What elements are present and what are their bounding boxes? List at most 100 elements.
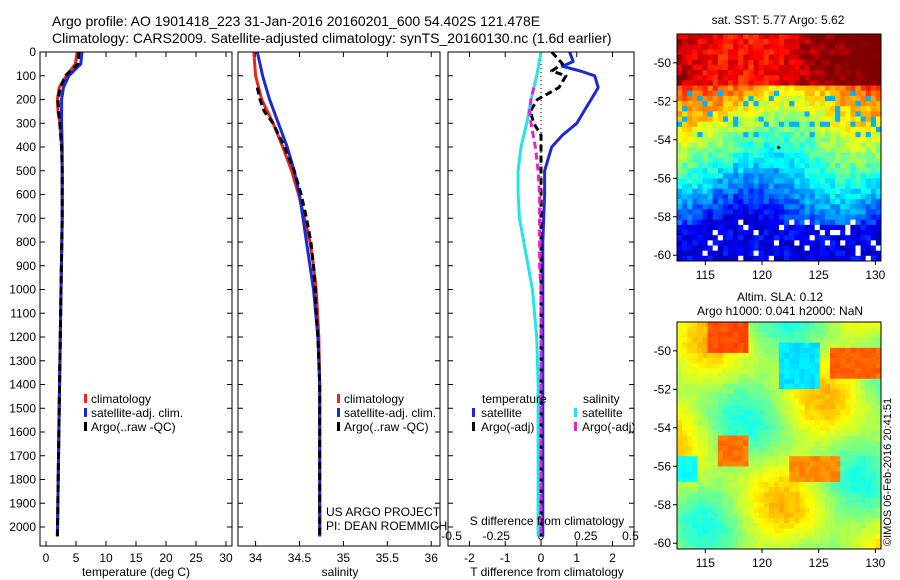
heatmap-cell [804, 126, 811, 133]
heatmap-cell [712, 378, 719, 385]
heatmap-cell [692, 54, 698, 61]
heatmap-cell [743, 245, 749, 252]
heatmap-cell [707, 512, 714, 519]
heatmap-cell [809, 188, 816, 195]
heatmap-cell [855, 90, 862, 97]
series-climatology [252, 52, 322, 537]
heatmap-cell [763, 409, 770, 416]
heatmap-cell [779, 111, 785, 118]
heatmap-cell [784, 363, 790, 370]
heatmap-cell [794, 132, 800, 138]
heatmap-cell [870, 64, 877, 71]
heatmap-cell [840, 445, 846, 452]
heatmap-cell [850, 188, 857, 195]
heatmap-cell [768, 435, 775, 442]
heatmap-cell [748, 101, 755, 107]
heatmap-cell [738, 39, 744, 45]
heatmap-cell [860, 394, 867, 400]
heatmap-cell [809, 363, 816, 370]
heatmap-cell [682, 173, 688, 180]
heatmap-cell [860, 347, 867, 354]
heatmap-cell [824, 518, 831, 524]
heatmap-cell [758, 111, 765, 118]
heatmap-cell [845, 342, 851, 349]
heatmap-cell [835, 373, 841, 380]
heatmap-cell [712, 204, 719, 211]
heatmap-cell [804, 90, 811, 97]
heatmap-cell [814, 147, 821, 154]
heatmap-cell [845, 440, 851, 447]
heatmap-cell [809, 476, 816, 483]
heatmap-cell [779, 199, 785, 205]
heatmap-cell [814, 409, 821, 416]
heatmap-cell [702, 147, 709, 154]
heatmap-cell [707, 245, 714, 252]
heatmap-cell [753, 142, 760, 149]
heatmap-cell [702, 466, 709, 473]
heatmap-cell [722, 116, 729, 123]
heatmap-cell [753, 250, 760, 257]
heatmap-cell [722, 497, 729, 504]
heatmap-cell [702, 80, 709, 87]
heatmap-cell [763, 121, 770, 128]
heatmap-cell [804, 533, 811, 540]
heatmap-cell [840, 250, 846, 257]
heatmap-cell [697, 106, 704, 112]
heatmap-cell [830, 327, 836, 333]
heatmap-cell [824, 188, 831, 195]
heatmap-cell [779, 394, 785, 400]
depth-tick-label: 1800 [9, 473, 36, 487]
heatmap-cell [830, 106, 836, 112]
heatmap-cell [712, 502, 719, 509]
heatmap-cell [697, 80, 704, 87]
heatmap-cell [875, 111, 881, 118]
heatmap-cell [728, 512, 734, 519]
legend-swatch-temp-satellite [472, 408, 475, 417]
heatmap-cell [773, 414, 780, 421]
heatmap-cell [809, 409, 816, 416]
heatmap-cell [784, 409, 790, 416]
heatmap-cell [840, 44, 846, 51]
heatmap-cell [840, 471, 846, 478]
heatmap-cell [835, 523, 841, 529]
heatmap-cell [692, 126, 698, 133]
map-y-tick-label: -54 [654, 133, 672, 147]
heatmap-cell [768, 90, 775, 97]
heatmap-cell [768, 518, 775, 524]
heatmap-cell [722, 533, 729, 540]
heatmap-cell [855, 255, 862, 261]
heatmap-cell [733, 168, 739, 174]
heatmap-cell [707, 54, 714, 61]
heatmap-cell [860, 337, 867, 344]
heatmap-cell [753, 240, 760, 247]
heatmap-cell [722, 383, 729, 390]
heatmap-cell [814, 373, 821, 380]
heatmap-cell [804, 162, 811, 169]
heatmap-cell [799, 39, 806, 45]
heatmap-cell [702, 95, 709, 102]
heatmap-cell [697, 523, 704, 529]
heatmap-cell [840, 512, 846, 519]
heatmap-cell [707, 414, 714, 421]
heatmap-cell [819, 199, 826, 205]
heatmap-cell [865, 352, 872, 359]
heatmap-cell [789, 183, 795, 190]
argo-position-marker [777, 145, 781, 150]
heatmap-cell [687, 178, 693, 185]
heatmap-cell [712, 219, 719, 226]
heatmap-cell [712, 425, 719, 431]
heatmap-cell [717, 49, 724, 56]
heatmap-cell [845, 157, 851, 164]
heatmap-cell [814, 142, 821, 149]
heatmap-cell [804, 188, 811, 195]
heatmap-cell [738, 193, 744, 200]
heatmap-cell [702, 90, 709, 97]
heatmap-cell [687, 507, 693, 514]
heatmap-cell [687, 322, 693, 328]
heatmap-cell [860, 64, 867, 71]
heatmap-cell [789, 39, 795, 45]
heatmap-cell [682, 523, 688, 529]
heatmap-cell [804, 327, 811, 333]
heatmap-cell [840, 373, 846, 380]
heatmap-cell [677, 352, 683, 359]
